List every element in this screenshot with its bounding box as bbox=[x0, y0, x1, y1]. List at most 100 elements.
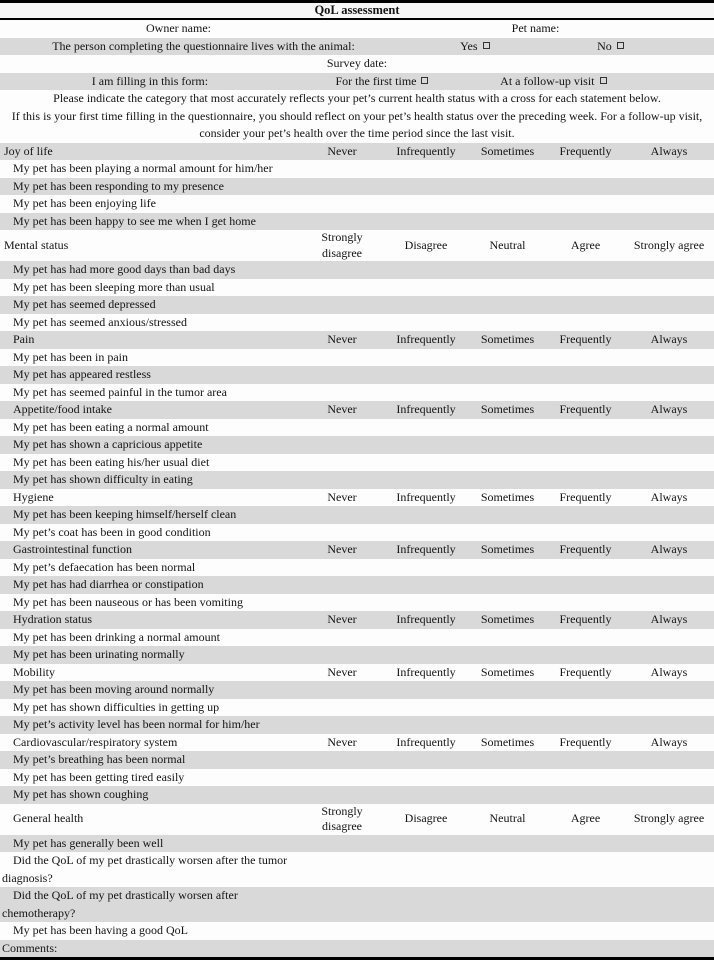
section-title: Appetite/food intake bbox=[13, 402, 112, 416]
scale-column-header: Always bbox=[650, 489, 688, 504]
statement-text: My pet has been enjoying life bbox=[13, 196, 156, 210]
name-row: Owner name: Pet name: bbox=[0, 20, 714, 38]
statement-row: My pet has shown difficulties in getting… bbox=[0, 699, 714, 717]
scale-column-header: Always bbox=[650, 734, 688, 749]
section-header-row: Appetite/food intake Never Infrequently Som… bbox=[0, 401, 714, 419]
scale-column-header: Always bbox=[650, 542, 688, 556]
scale-column-header: Disagree bbox=[404, 237, 448, 252]
instruction-time-period: If this is your first time filling in th… bbox=[11, 108, 703, 141]
scale-column-header: Infrequently bbox=[396, 542, 456, 556]
assessment-table-body: Joy of life Never Infrequently Sometimes Fre… bbox=[0, 142, 714, 957]
section-title: Mental status bbox=[4, 237, 69, 252]
statement-text: My pet has appeared restless bbox=[13, 367, 151, 381]
scale-column-header: Infrequently bbox=[396, 143, 456, 158]
statement-row: My pet has had diarrhea or constipation bbox=[0, 576, 714, 594]
statement-text: My pet’s defaecation has been normal bbox=[13, 559, 196, 574]
scale-column-header: Infrequently bbox=[396, 734, 456, 749]
statement-text: My pet has been moving around normally bbox=[13, 682, 215, 696]
section-header-row: Cardiovascular/respiratory system Never In… bbox=[0, 734, 714, 752]
scale-column-header: Always bbox=[650, 612, 688, 626]
statement-row: My pet’s activity level has been normal … bbox=[0, 716, 714, 734]
yes-checkbox[interactable] bbox=[482, 41, 490, 49]
scale-column-header: Frequently bbox=[559, 542, 612, 556]
statement-row: My pet has shown coughing bbox=[0, 786, 714, 804]
statement-row: My pet has been sleeping more than usual bbox=[0, 279, 714, 297]
filling-form-row: I am filling in this form: For the first… bbox=[0, 72, 714, 90]
section-title: Gastrointestinal function bbox=[13, 542, 132, 556]
statement-text: My pet has been drinking a normal amount bbox=[13, 629, 220, 644]
scale-column-header: Frequently bbox=[559, 664, 612, 679]
scale-column-header: Sometimes bbox=[480, 664, 535, 679]
scale-column-header: Infrequently bbox=[396, 402, 456, 416]
scale-column-header: Strongly agree bbox=[633, 237, 705, 252]
scale-column-header: Never bbox=[327, 489, 357, 504]
scale-column-header: Infrequently bbox=[396, 489, 456, 504]
statement-row: My pet has shown difficulty in eating bbox=[0, 471, 714, 489]
scale-column-header: Sometimes bbox=[480, 542, 535, 556]
survey-date-label: Survey date: bbox=[326, 56, 388, 70]
section-header-row: Mental status Strongly disagree Disagree Ne… bbox=[0, 230, 714, 261]
statement-text: My pet has been urinating normally bbox=[13, 647, 185, 661]
yes-option: Yes bbox=[407, 38, 543, 56]
scale-column-header: Strongly disagree bbox=[321, 803, 363, 834]
scale-column-header: Frequently bbox=[559, 612, 612, 626]
statement-text: My pet has seemed anxious/stressed bbox=[13, 314, 187, 329]
statement-row: Did the QoL of my pet drastically worsen… bbox=[0, 852, 714, 887]
section-header-row: Gastrointestinal function Never Infrequent… bbox=[0, 541, 714, 559]
statement-text: My pet has shown difficulties in getting… bbox=[13, 699, 220, 714]
scale-column-header: Infrequently bbox=[396, 332, 456, 346]
statement-row: My pet has seemed depressed bbox=[0, 296, 714, 314]
section-title: Cardiovascular/respiratory system bbox=[13, 734, 178, 749]
scale-column-header: Never bbox=[327, 542, 357, 556]
statement-row: My pet has had more good days than bad d… bbox=[0, 261, 714, 279]
statement-text: My pet’s activity level has been normal … bbox=[13, 717, 260, 731]
scale-column-header: Always bbox=[650, 143, 688, 158]
no-checkbox[interactable] bbox=[616, 41, 624, 49]
statement-text: Did the QoL of my pet drastically worsen… bbox=[2, 853, 288, 885]
statement-text: My pet has been sleeping more than usual bbox=[13, 279, 215, 294]
section-header-row: Mobility Never Infrequently Sometimes Freque… bbox=[0, 664, 714, 682]
scale-column-header: Never bbox=[327, 143, 357, 158]
statement-row: My pet’s coat has been in good condition bbox=[0, 524, 714, 542]
follow-up-checkbox[interactable] bbox=[599, 76, 607, 84]
section-header-row: Joy of life Never Infrequently Sometimes Fre… bbox=[0, 142, 714, 160]
statement-text: My pet has been in pain bbox=[13, 349, 128, 364]
statement-text: My pet’s breathing has been normal bbox=[13, 752, 186, 766]
lives-with-label: The person completing the questionnaire … bbox=[52, 38, 355, 53]
scale-column-header: Agree bbox=[570, 811, 601, 826]
statement-row: My pet has been playing a normal amount … bbox=[0, 160, 714, 178]
statement-text: My pet has been getting tired easily bbox=[13, 769, 185, 784]
statement-text: My pet has been playing a normal amount … bbox=[13, 161, 273, 175]
scale-column-header: Agree bbox=[570, 237, 601, 252]
first-time-label: For the first time bbox=[335, 73, 417, 88]
section-title: Joy of life bbox=[4, 143, 53, 158]
scale-column-header: Never bbox=[327, 402, 357, 416]
statement-row: My pet has been eating his/her usual die… bbox=[0, 454, 714, 472]
statement-row: My pet has been responding to my presenc… bbox=[0, 177, 714, 195]
statement-row: My pet has shown a capricious appetite bbox=[0, 436, 714, 454]
comments-row[interactable]: Comments: bbox=[0, 939, 714, 957]
statement-row: My pet has seemed painful in the tumor a… bbox=[0, 384, 714, 402]
yes-label: Yes bbox=[460, 38, 478, 53]
statement-text: My pet has generally been well bbox=[13, 835, 164, 850]
scale-column-header: Sometimes bbox=[480, 612, 535, 626]
scale-column-header: Never bbox=[327, 664, 357, 679]
statement-text: My pet’s coat has been in good condition bbox=[13, 524, 211, 539]
scale-column-header: Never bbox=[327, 612, 357, 626]
comments-label: Comments: bbox=[2, 940, 58, 955]
statement-row: My pet’s breathing has been normal bbox=[0, 751, 714, 769]
scale-column-header: Sometimes bbox=[480, 734, 535, 749]
statement-row: My pet has been enjoying life bbox=[0, 195, 714, 213]
scale-column-header: Sometimes bbox=[480, 489, 535, 504]
section-header-row: Hydration status Never Infrequently Sometim… bbox=[0, 611, 714, 629]
statement-text: My pet has had more good days than bad d… bbox=[13, 262, 236, 276]
statement-row: My pet has been urinating normally bbox=[0, 646, 714, 664]
scale-column-header: Frequently bbox=[559, 489, 612, 504]
scale-column-header: Never bbox=[327, 734, 357, 749]
scale-column-header: Sometimes bbox=[480, 332, 535, 346]
first-time-checkbox[interactable] bbox=[421, 76, 429, 84]
section-title: Hydration status bbox=[13, 612, 92, 626]
scale-column-header: Never bbox=[327, 332, 357, 346]
statement-text: My pet has seemed depressed bbox=[13, 297, 156, 311]
